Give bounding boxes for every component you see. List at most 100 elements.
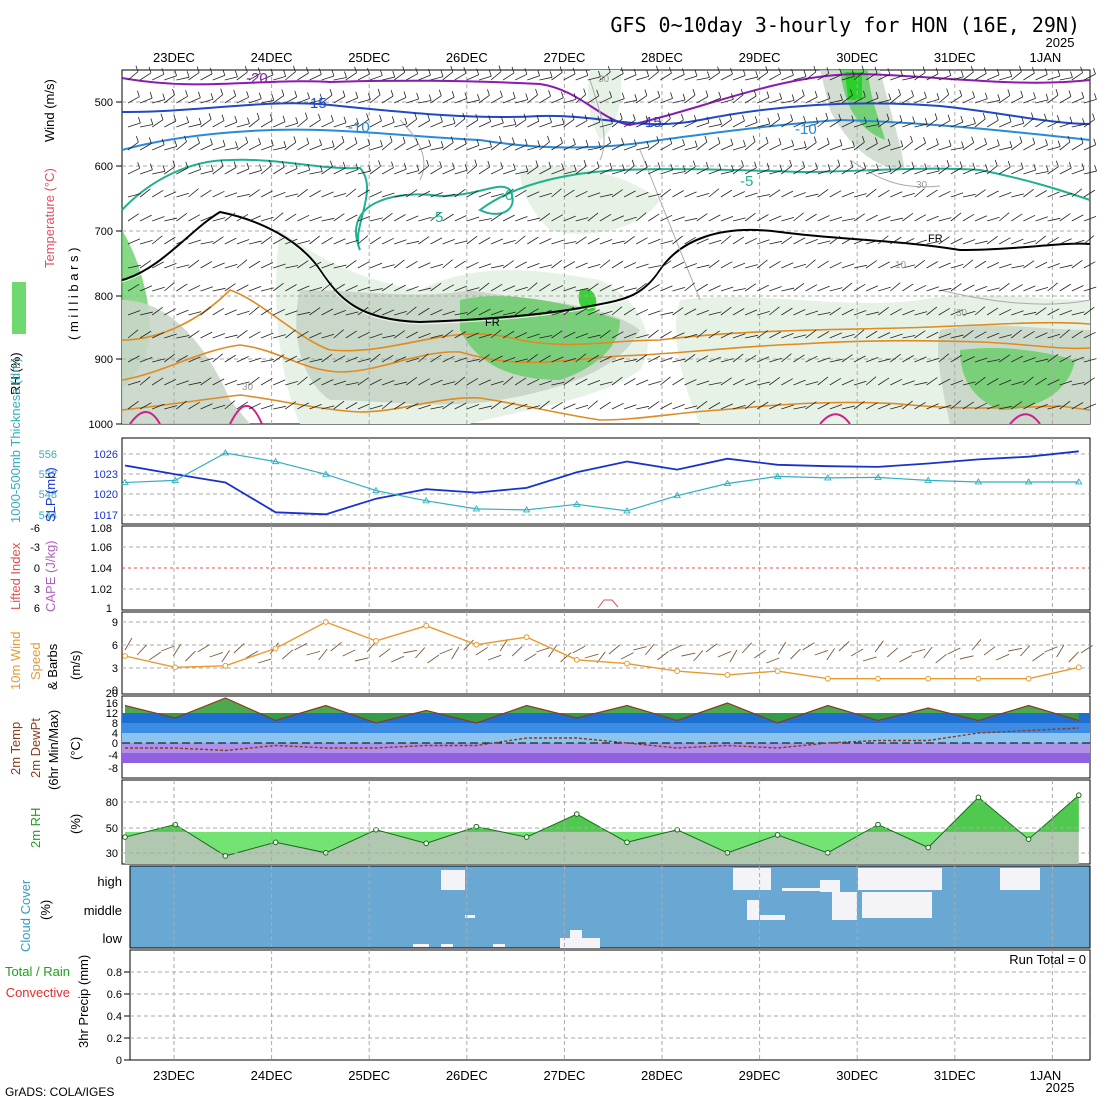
- wind-barb-flag: [186, 71, 190, 78]
- wind-barb: [599, 284, 612, 292]
- thickness-marker: [623, 507, 631, 514]
- wind-barb: [696, 283, 708, 292]
- wind-barb-flag: [633, 139, 637, 146]
- wind-barb-flag: [1081, 163, 1085, 170]
- wind-barb: [418, 307, 430, 316]
- wind-barb: [575, 120, 588, 128]
- wind-barb: [309, 261, 322, 269]
- pressure-tick-label: 1000: [89, 419, 113, 431]
- wind-barb: [1059, 213, 1071, 222]
- wind-barb: [623, 216, 637, 222]
- temp-tick-label: 0: [112, 738, 118, 750]
- wind-barb: [139, 260, 151, 269]
- wind-barb: [127, 167, 140, 175]
- wind-barb: [527, 308, 539, 316]
- wind-barb-flag: [1082, 118, 1085, 125]
- wind-barb: [261, 359, 274, 363]
- wind-barb: [817, 331, 830, 339]
- wind-barb: [587, 192, 601, 198]
- wind-barb: [394, 311, 407, 316]
- wind-barb: [188, 97, 201, 104]
- wind-barb-flag: [548, 161, 552, 169]
- wind-barb-flag: [646, 140, 650, 148]
- wind-barb: [974, 331, 987, 339]
- wind-speed-marker: [1025, 675, 1032, 682]
- wind-barb: [720, 403, 734, 410]
- wind-barb: [636, 379, 649, 386]
- wind-barb: [478, 75, 492, 81]
- wind-barb: [357, 73, 370, 81]
- wind-barb: [236, 284, 249, 292]
- wind-barb-flag: [730, 67, 733, 75]
- wind-barb: [260, 165, 272, 175]
- wind-barb: [1023, 240, 1037, 245]
- wind-barb-flag: [561, 163, 565, 170]
- wind-barb: [829, 74, 842, 81]
- wind-barb: [139, 240, 153, 245]
- wind-barb: [309, 377, 321, 386]
- wind-barb: [757, 194, 771, 198]
- wind-barb: [164, 120, 177, 128]
- wind-barb-flag: [548, 90, 551, 97]
- slp-tick-label: 1020: [94, 489, 118, 501]
- wind-barb: [999, 237, 1011, 245]
- surface-wind-barb: [608, 644, 621, 655]
- wind-barb-flag: [694, 140, 698, 147]
- wind-barb: [757, 97, 770, 104]
- surface-wind-barb: [499, 639, 509, 652]
- wind-barb-flag: [474, 159, 478, 166]
- wind-barb: [769, 73, 781, 81]
- wind-barb: [139, 188, 151, 198]
- wind-barb: [587, 379, 601, 386]
- wind-barb: [817, 357, 831, 363]
- wind-barb: [757, 239, 770, 245]
- wind-barb: [454, 72, 467, 81]
- wind-barb: [1083, 261, 1096, 269]
- wind-barb: [1059, 238, 1072, 245]
- wind-barb: [357, 377, 369, 386]
- wind-barb: [369, 145, 383, 151]
- wind-barb: [176, 192, 189, 198]
- wind-barb: [273, 76, 286, 81]
- wind-barb: [527, 166, 539, 175]
- surface-wind-barb: [475, 646, 488, 656]
- wind-barb: [587, 121, 601, 128]
- wind-barb: [176, 355, 188, 363]
- surface-wind-barb: [524, 653, 537, 662]
- wind-barb: [188, 214, 201, 222]
- rh-label-30c: 30: [598, 74, 610, 85]
- surface-wind-barb: [584, 653, 599, 659]
- wind-barb-flag: [983, 67, 987, 74]
- wind-barb: [539, 283, 551, 292]
- surface-wind-barb: [778, 641, 787, 655]
- wind-barb-flag: [512, 92, 516, 99]
- rh-area-green: [125, 795, 1079, 856]
- wind-barb: [793, 192, 806, 198]
- wind-barb: [345, 356, 359, 363]
- wind-barb: [285, 71, 296, 81]
- wind-barb: [127, 355, 140, 363]
- wind-barb: [587, 309, 600, 316]
- wind-barb: [575, 94, 586, 104]
- surface-wind-barb: [221, 650, 231, 663]
- wind-barb: [248, 170, 262, 175]
- wind-barb: [309, 287, 323, 292]
- wind-barb-flag: [584, 114, 588, 121]
- wind-barb-flag: [1007, 160, 1011, 168]
- wind-barb-flag: [220, 88, 224, 95]
- wind-barb-flag: [777, 113, 781, 120]
- wind-barb: [1023, 311, 1037, 316]
- wind-barb: [781, 378, 793, 386]
- wind-barb-flag: [549, 116, 552, 123]
- wind-barb: [696, 329, 707, 339]
- wind-barb: [769, 143, 782, 151]
- wind-barb-flag: [463, 137, 467, 145]
- wind-barb: [1011, 96, 1023, 104]
- wind-barb: [950, 334, 964, 339]
- wind-barb: [744, 121, 758, 128]
- wind-barb: [200, 215, 213, 222]
- wind-barb-flag: [948, 139, 952, 147]
- wind-barb: [998, 166, 1011, 175]
- wind-barb: [926, 331, 939, 339]
- wind-barb: [345, 382, 359, 386]
